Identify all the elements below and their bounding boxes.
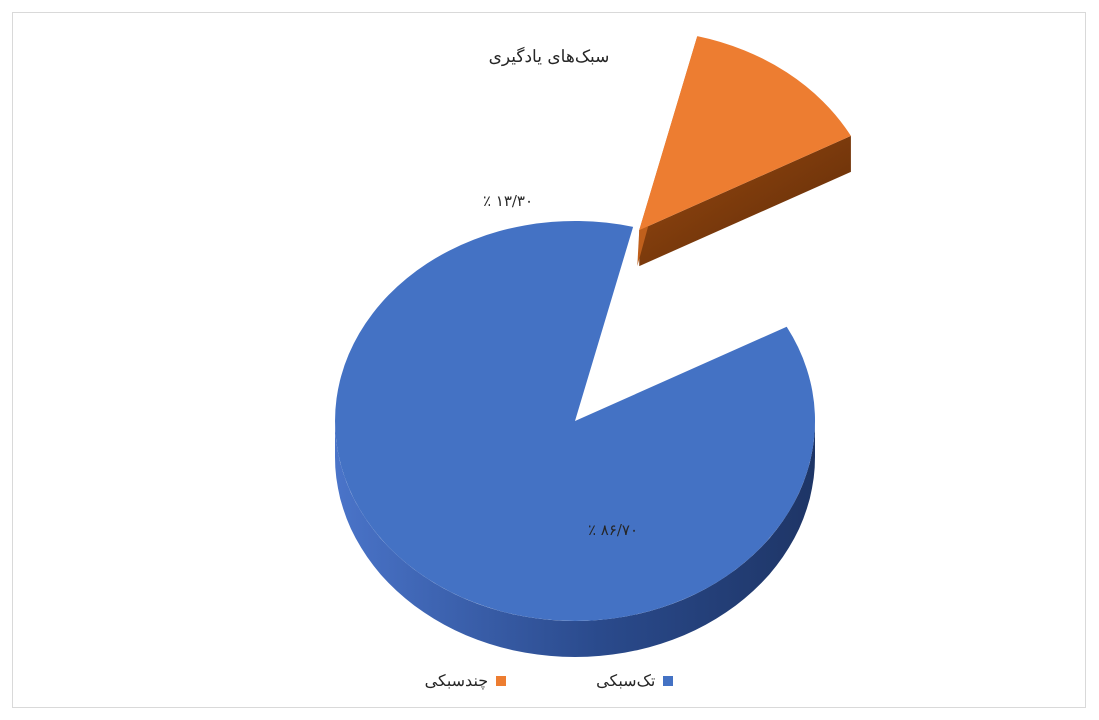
pie-slice-single-style <box>335 220 816 621</box>
pie-slice-single-style-side <box>335 421 815 657</box>
data-label-multi-style: ٪ ۱۳/۳۰ <box>483 192 533 210</box>
legend: تک‌سبکی چندسبکی <box>13 671 1085 690</box>
legend-item-multi-style: چندسبکی <box>425 671 507 690</box>
pie-slice-multi-style-side <box>639 135 851 267</box>
chart-title: سبک‌های یادگیری <box>488 47 610 67</box>
pie-chart: ٪ ۸۶/۷۰ ٪ ۱۳/۳۰ <box>335 36 851 657</box>
legend-label-single-style: تک‌سبکی <box>596 671 656 690</box>
chart-area: سبک‌های یادگیری ٪ ۸۶/۷۰ ٪ ۱۳/۳۰ تک‌سبکی چ… <box>12 12 1086 708</box>
data-label-single-style: ٪ ۸۶/۷۰ <box>588 521 638 539</box>
legend-swatch-single-style <box>663 675 674 686</box>
legend-item-single-style: تک‌سبکی <box>596 671 674 690</box>
legend-label-multi-style: چندسبکی <box>424 671 489 690</box>
legend-swatch-multi-style <box>496 675 507 686</box>
pie-slice-multi-style <box>639 36 851 231</box>
